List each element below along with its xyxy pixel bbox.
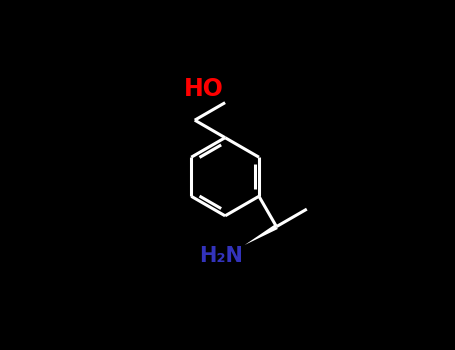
Text: HO: HO (184, 77, 224, 101)
Text: H₂N: H₂N (199, 246, 243, 266)
Polygon shape (245, 224, 278, 245)
